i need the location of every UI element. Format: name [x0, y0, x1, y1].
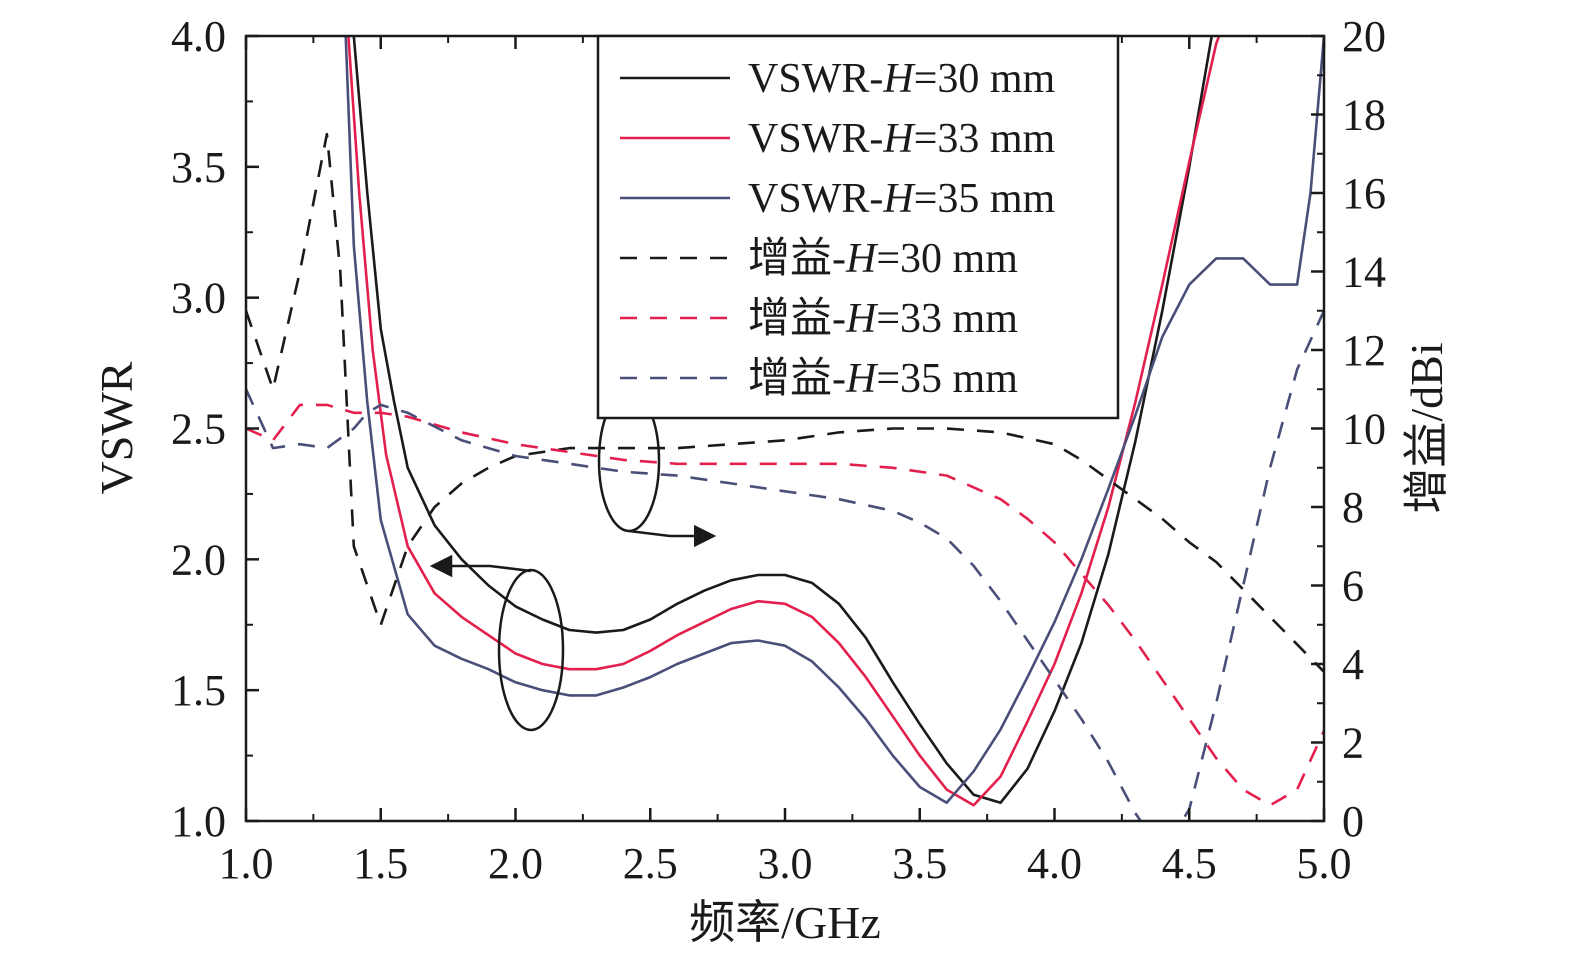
- series-line-3: [344, 36, 1324, 805]
- x-tick-label: 3.0: [758, 839, 813, 888]
- series-line-1: [352, 36, 1214, 805]
- y-axis-left: 1.0 1.5 2.0 2.5 3.0 3.5 4.0: [171, 12, 259, 846]
- legend-box: [596, 34, 1120, 420]
- legend-label-variable: H: [845, 356, 879, 402]
- legend-label-prefix: VSWR-: [748, 176, 883, 222]
- x-tick-label: 4.0: [1027, 839, 1082, 888]
- y2-tick-label: 8: [1342, 483, 1364, 532]
- y2-tick-label: 6: [1342, 562, 1364, 611]
- y-tick-label: 3.5: [171, 143, 226, 192]
- legend-label-variable: H: [882, 56, 916, 102]
- legend-label-variable: H: [845, 296, 879, 342]
- y-tick-label: 4.0: [171, 12, 226, 61]
- y2-tick-label: 14: [1342, 248, 1386, 297]
- legend-label-prefix: 增益-: [748, 236, 846, 282]
- gain-group-arrow: [628, 524, 717, 548]
- legend-label-prefix: 增益-: [748, 296, 846, 342]
- y2-tick-label: 16: [1342, 169, 1386, 218]
- x-axis-title: 频率/GHz: [689, 897, 881, 948]
- legend-label: VSWR-H=35 mm: [748, 176, 1056, 222]
- legend-label-suffix: =35 mm: [914, 176, 1056, 222]
- y2-tick-label: 4: [1342, 640, 1364, 689]
- legend-label-suffix: =30 mm: [914, 56, 1056, 102]
- legend-label: VSWR-H=33 mm: [748, 116, 1056, 162]
- y-axis-right: 0 2 4 6 8 10 12 14 16 18 20: [1311, 12, 1386, 846]
- x-tick-label: 2.0: [488, 839, 543, 888]
- y2-tick-label: 0: [1342, 797, 1364, 846]
- y2-tick-label: 12: [1342, 326, 1386, 375]
- y-tick-label: 1.5: [171, 666, 226, 715]
- y-tick-label: 3.0: [171, 274, 226, 323]
- legend-label-prefix: 增益-: [748, 356, 846, 402]
- x-tick-label: 4.5: [1162, 839, 1217, 888]
- legend-label: 增益-H=33 mm: [748, 296, 1018, 342]
- series-layer: [246, 36, 1324, 821]
- x-tick-label: 2.5: [623, 839, 678, 888]
- legend-label-variable: H: [882, 176, 916, 222]
- legend-label-prefix: VSWR-: [748, 116, 883, 162]
- x-tick-label: 3.5: [892, 839, 947, 888]
- x-tick-label: 1.5: [353, 839, 408, 888]
- series-line-2: [347, 36, 1221, 807]
- series-line-5: [246, 403, 1324, 807]
- y2-tick-label: 20: [1342, 12, 1386, 61]
- vswr-group-annotation: [429, 554, 565, 732]
- legend-label: 增益-H=30 mm: [748, 236, 1018, 282]
- legend-label-suffix: =35 mm: [876, 356, 1018, 402]
- legend-label-suffix: =33 mm: [876, 296, 1018, 342]
- legend-label-suffix: =33 mm: [914, 116, 1056, 162]
- legend-label: 增益-H=35 mm: [748, 356, 1018, 402]
- x-axis: 1.0 1.5 2.0 2.5 3.0 3.5 4.0 4.5 5.0: [219, 36, 1352, 888]
- y2-tick-label: 10: [1342, 405, 1386, 454]
- y2-tick-label: 2: [1342, 719, 1364, 768]
- y2-tick-label: 18: [1342, 91, 1386, 140]
- y-tick-label: 1.0: [171, 797, 226, 846]
- legend-label: VSWR-H=30 mm: [748, 56, 1056, 102]
- vswr-group-arrow: [429, 554, 532, 578]
- legend-label-suffix: =30 mm: [876, 236, 1018, 282]
- x-tick-label: 1.0: [219, 839, 274, 888]
- y-tick-label: 2.0: [171, 535, 226, 584]
- y-tick-label: 2.5: [171, 405, 226, 454]
- legend-label-prefix: VSWR-: [748, 56, 883, 102]
- y-axis-title: VSWR: [91, 361, 142, 494]
- legend-label-variable: H: [845, 236, 879, 282]
- x-tick-label: 5.0: [1297, 839, 1352, 888]
- legend-label-variable: H: [882, 116, 916, 162]
- y2-axis-title: 增益/dBi: [1401, 342, 1452, 513]
